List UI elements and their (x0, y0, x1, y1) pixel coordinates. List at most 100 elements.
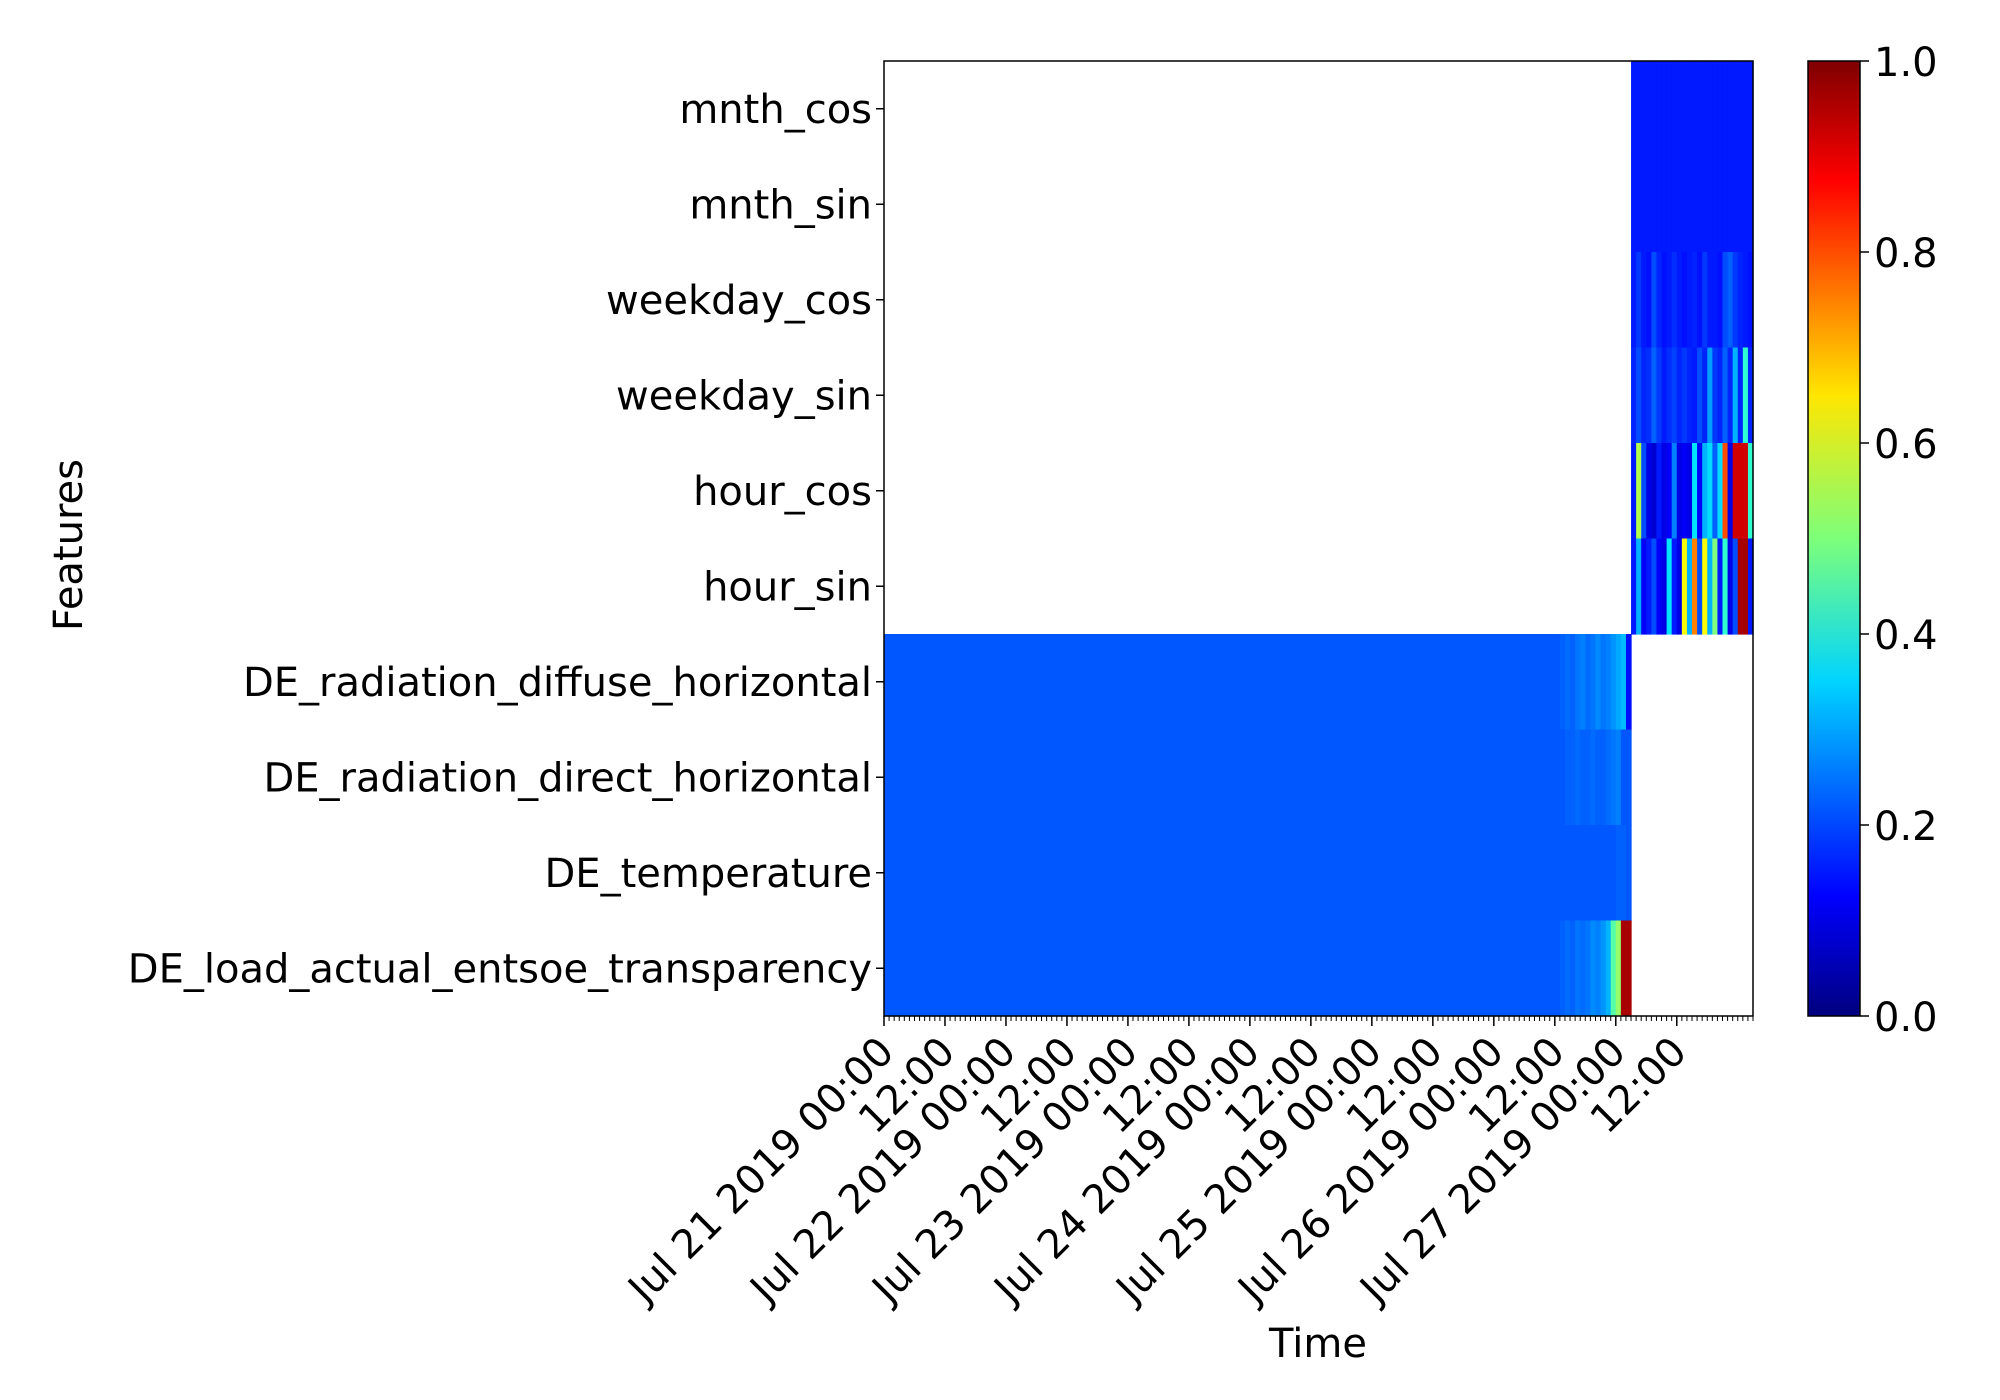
heatmap-cell (1173, 729, 1180, 826)
heatmap-cell (1412, 825, 1419, 922)
heatmap-cell (1570, 920, 1576, 1017)
heatmap-cell (939, 920, 946, 1017)
heatmap-cell (970, 920, 977, 1017)
heatmap-cell (1168, 729, 1175, 826)
heatmap-cell (1254, 920, 1261, 1017)
heatmap-cell (1671, 443, 1678, 540)
heatmap-cell (1468, 729, 1475, 826)
heatmap-cell (1107, 920, 1114, 1017)
heatmap-cell (1595, 634, 1602, 731)
heatmap-cell (1727, 156, 1734, 253)
heatmap-cell (1193, 634, 1200, 731)
heatmap-cell (985, 729, 992, 826)
heatmap-cell (1143, 825, 1149, 922)
heatmap-cell (1656, 61, 1663, 158)
heatmap-cell (985, 634, 992, 731)
heatmap-cell (1722, 156, 1729, 253)
y-tick-label: hour_sin (703, 564, 872, 610)
heatmap-cell (1463, 729, 1470, 826)
heatmap-cell (1697, 443, 1703, 540)
heatmap-cell (1427, 825, 1434, 922)
heatmap-cell (1244, 920, 1251, 1017)
heatmap-cell (1610, 825, 1617, 922)
heatmap-cell (1493, 729, 1500, 826)
heatmap-cell (1178, 920, 1185, 1017)
heatmap-cell (1163, 729, 1170, 826)
heatmap-cell (1000, 825, 1007, 922)
heatmap-cell (1376, 920, 1383, 1017)
heatmap-cell (1712, 347, 1719, 444)
heatmap-cell (1387, 920, 1393, 1017)
heatmap-cell (1742, 156, 1749, 253)
heatmap-cell (990, 825, 997, 922)
heatmap-cell (1366, 729, 1373, 826)
heatmap-cell (944, 825, 951, 922)
heatmap-cell (1732, 252, 1739, 349)
heatmap-cell (1275, 920, 1281, 1017)
heatmap-cell (1524, 825, 1530, 922)
heatmap-cell (919, 729, 926, 826)
heatmap-cell (1341, 729, 1348, 826)
heatmap-cell (1153, 634, 1160, 731)
heatmap-cell (1432, 825, 1439, 922)
heatmap-cell (904, 729, 911, 826)
heatmap-cell (950, 825, 956, 922)
heatmap-cell (1051, 729, 1058, 826)
heatmap-cell (1697, 538, 1703, 635)
heatmap-cell (1016, 729, 1022, 826)
heatmap-cell (1402, 825, 1409, 922)
heatmap-cell (1610, 920, 1617, 1017)
heatmap-cell (1260, 920, 1266, 1017)
heatmap-cells (884, 61, 1754, 1017)
heatmap-cell (1422, 634, 1429, 731)
heatmap-cell (1082, 729, 1088, 826)
heatmap-cell (1051, 920, 1058, 1017)
heatmap-cell (1575, 825, 1581, 922)
heatmap-cell (1453, 825, 1459, 922)
heatmap-cell (899, 825, 905, 922)
heatmap-cell (1315, 729, 1322, 826)
heatmap-cell (1671, 538, 1678, 635)
heatmap-cell (1072, 920, 1078, 1017)
heatmap-cell (1224, 825, 1231, 922)
heatmap-cell (1412, 634, 1419, 731)
heatmap-cell (1575, 920, 1581, 1017)
heatmap-cell (1336, 920, 1342, 1017)
heatmap-cell (1625, 634, 1632, 731)
heatmap-cell (1498, 729, 1505, 826)
heatmap-cell (1366, 920, 1373, 1017)
heatmap-cell (1336, 729, 1342, 826)
heatmap-cell (1061, 729, 1068, 826)
heatmap-cell (1539, 920, 1546, 1017)
heatmap-cell (1732, 156, 1739, 253)
heatmap-cell (1036, 634, 1043, 731)
heatmap-cell (1199, 825, 1205, 922)
heatmap-cell (1351, 634, 1358, 731)
heatmap-cell (1493, 920, 1500, 1017)
heatmap-cell (1727, 347, 1734, 444)
heatmap-cell (1590, 920, 1597, 1017)
heatmap-cell (1239, 634, 1246, 731)
heatmap-cell (1697, 252, 1703, 349)
heatmap-cell (929, 634, 936, 731)
heatmap-cell (1321, 634, 1327, 731)
heatmap-cell (950, 634, 956, 731)
heatmap-cell (1005, 825, 1012, 922)
heatmap-cell (924, 920, 931, 1017)
heatmap-cell (1676, 61, 1683, 158)
heatmap-cell (934, 729, 941, 826)
heatmap-cell (1615, 825, 1622, 922)
heatmap-cell (1488, 729, 1495, 826)
heatmap-cell (1727, 61, 1734, 158)
heatmap-cell (899, 634, 905, 731)
heatmap-cell (1127, 729, 1134, 826)
heatmap-cell (1082, 825, 1088, 922)
heatmap-cell (1361, 729, 1368, 826)
heatmap-cell (1112, 729, 1119, 826)
heatmap-cell (1224, 920, 1231, 1017)
heatmap-cell (1326, 920, 1332, 1017)
heatmap-cell (1509, 634, 1515, 731)
heatmap-cell (1346, 825, 1353, 922)
heatmap-cell (1478, 634, 1485, 731)
heatmap-cell (1260, 729, 1266, 826)
